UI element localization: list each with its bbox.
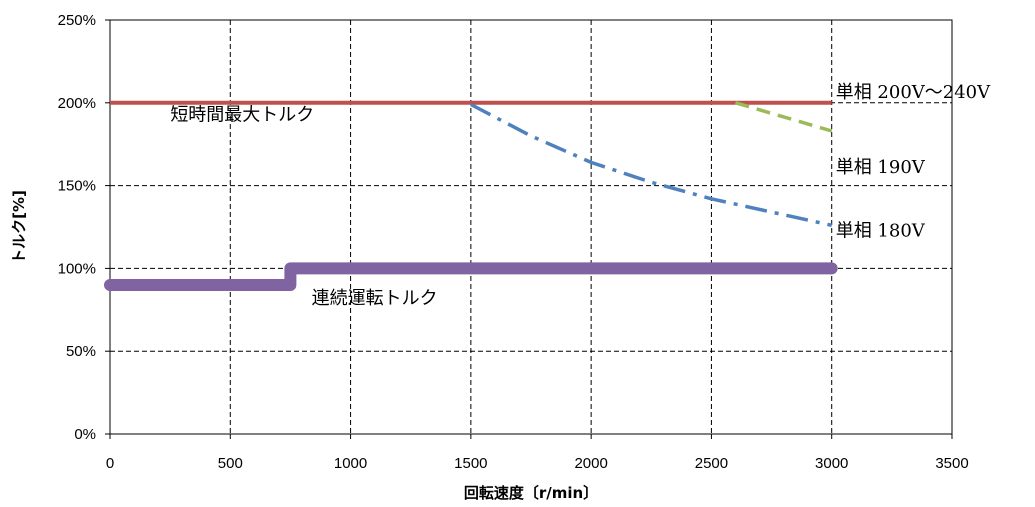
x-axis-title: 回転速度〔r/min〕 xyxy=(464,484,598,502)
x-tick-label: 2500 xyxy=(695,455,728,472)
series-line-thick xyxy=(104,262,838,291)
x-tick-label: 1500 xyxy=(454,455,487,472)
x-tick-label: 3000 xyxy=(815,455,848,472)
plot-area xyxy=(109,19,953,435)
annotation-label: 単相 180V xyxy=(836,220,926,241)
y-tick-label: 200% xyxy=(58,95,96,112)
y-axis-title: トルク[%] xyxy=(10,190,28,264)
annotation-label: 短時間最大トルク xyxy=(170,104,314,125)
y-tick-label: 150% xyxy=(58,178,96,195)
data-series xyxy=(104,100,838,291)
y-tick-label: 250% xyxy=(58,12,96,29)
series-line-dashed xyxy=(735,101,833,133)
y-tick-label: 0% xyxy=(74,426,96,443)
annotation-label: 単相 200V～240V xyxy=(836,82,991,103)
x-tick-label: 0 xyxy=(106,455,114,472)
x-tick-label: 500 xyxy=(218,455,243,472)
annotations: 単相 200V～240V 単相 190V 単相 180V 短時間最大トルク連続運転トル… xyxy=(170,82,991,309)
y-tick-label: 50% xyxy=(66,343,96,360)
x-tick-label: 2000 xyxy=(574,455,607,472)
x-tick-label: 3500 xyxy=(935,455,968,472)
annotation-label: 連続運転トルク xyxy=(312,288,438,309)
tick-labels: 0 500 1000 1500 2000 2500 3000 3500 0% 50% 100% 150… xyxy=(58,12,969,472)
annotation-label: 単相 190V xyxy=(836,157,926,178)
x-tick-label: 1000 xyxy=(334,455,367,472)
y-tick-label: 100% xyxy=(58,260,96,277)
